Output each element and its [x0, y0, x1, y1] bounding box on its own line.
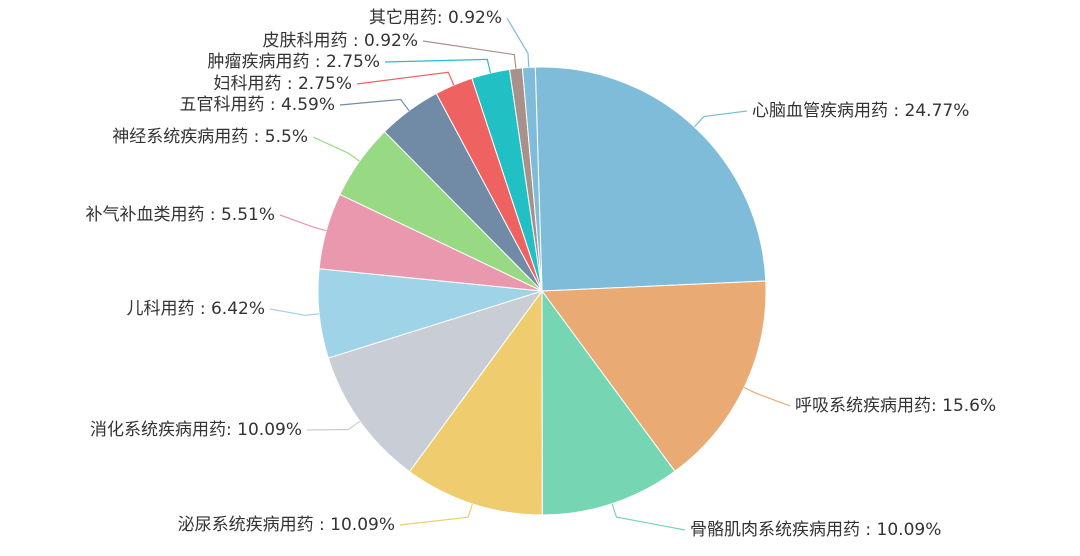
- data-label: 呼吸系统疾病用药: 15.6%: [795, 396, 996, 416]
- data-label: 皮肤科用药 : 0.92%: [262, 31, 418, 51]
- leader-line: [422, 40, 517, 69]
- data-label: 骨骼肌肉系统疾病用药 : 10.09%: [690, 520, 941, 540]
- pie-slice: [408, 289, 543, 516]
- leader-line: [306, 420, 361, 431]
- data-label: 泌尿系统疾病用药 : 10.09%: [178, 515, 395, 535]
- leader-line: [506, 17, 530, 68]
- data-label: 儿科用药 : 6.42%: [126, 299, 265, 319]
- data-label: 心脑血管疾病用药 : 24.77%: [752, 101, 969, 121]
- leader-line: [269, 308, 320, 316]
- data-label: 消化系统疾病用药: 10.09%: [90, 420, 302, 440]
- pie-slice: [327, 290, 544, 473]
- leader-line: [356, 71, 455, 86]
- leader-line: [399, 503, 473, 526]
- leader-line: [611, 503, 686, 531]
- data-label: 肿瘤疾病用药 : 2.75%: [207, 52, 380, 72]
- leader-line: [339, 98, 410, 112]
- data-label: 妇科用药 : 2.75%: [213, 74, 352, 94]
- data-label: 补气补血类用药 : 5.51%: [85, 205, 275, 225]
- leader-line: [693, 110, 748, 128]
- leader-line: [743, 387, 791, 407]
- pie-slice: [534, 66, 767, 292]
- data-label: 五官科用药 : 4.59%: [179, 95, 335, 115]
- leader-line: [312, 136, 360, 162]
- leader-line: [384, 58, 492, 74]
- leader-line: [279, 214, 327, 232]
- data-label: 神经系统疾病用药 : 5.5%: [112, 127, 308, 147]
- data-label: 其它用药: 0.92%: [369, 8, 502, 28]
